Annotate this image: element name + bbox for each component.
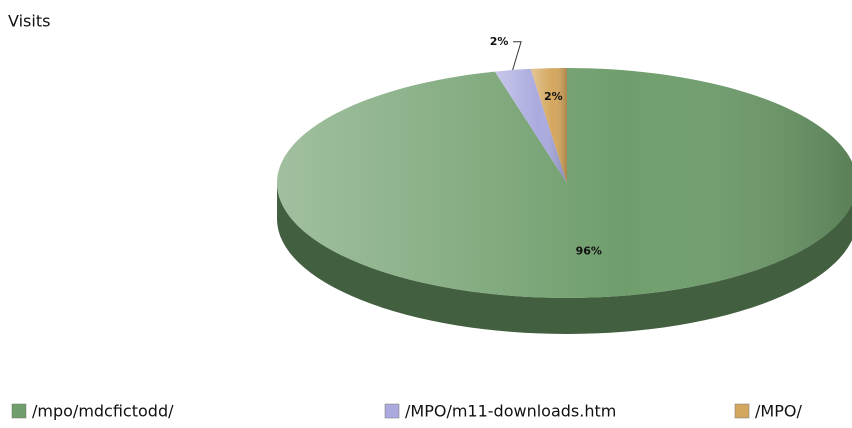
value-label: 2% [490, 35, 509, 48]
legend-label: /MPO/ [755, 402, 802, 421]
legend-swatch [11, 403, 27, 419]
value-label: 2% [544, 90, 563, 103]
legend-label: /MPO/m11-downloads.htm [405, 402, 616, 421]
slice-side-shade [277, 183, 852, 334]
slice-shine [530, 68, 567, 183]
leader-line [512, 41, 522, 71]
slice-side-fill [277, 183, 852, 334]
legend-swatch [734, 403, 750, 419]
legend-swatch [384, 403, 400, 419]
chart-title: Visits [8, 12, 50, 31]
slice-shine [494, 68, 567, 183]
legend-label: /mpo/mdcfictodd/ [32, 402, 174, 421]
slice-side [277, 183, 852, 334]
value-label: 96% [576, 244, 602, 257]
slice-shine [277, 68, 852, 298]
